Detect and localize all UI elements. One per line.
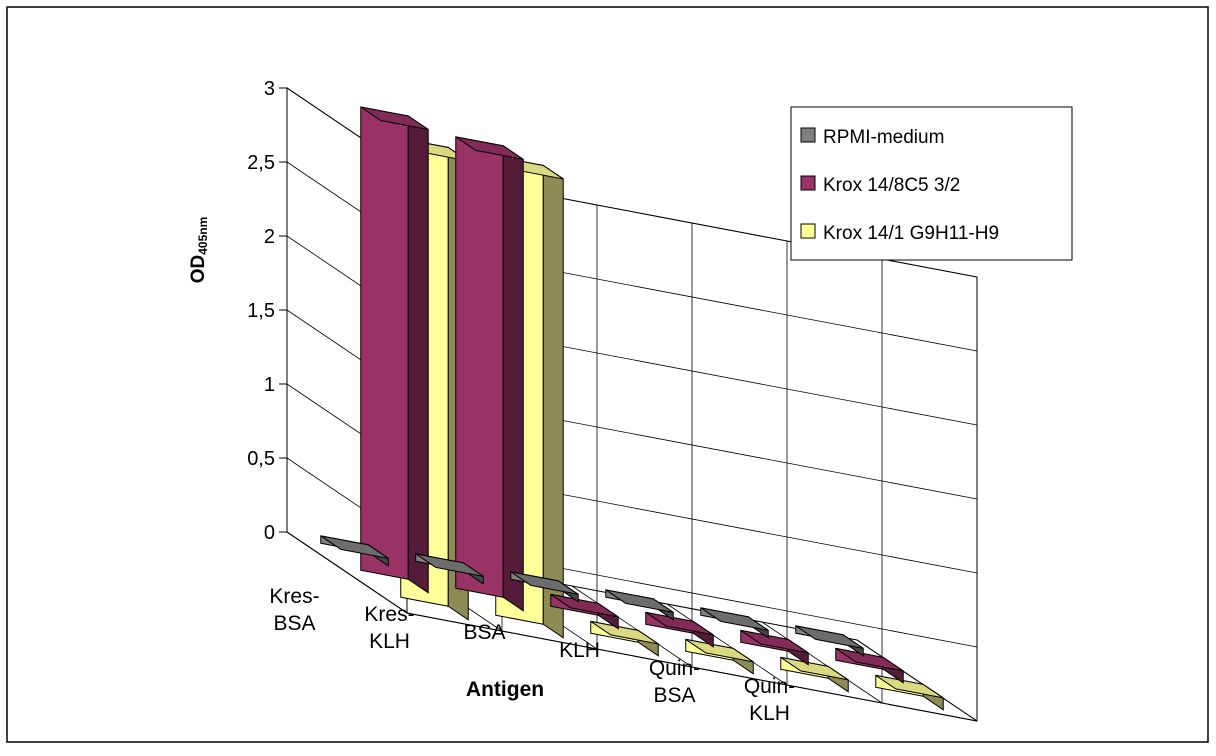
bar-rpmi-medium-2 <box>510 571 579 603</box>
bar-krox-14-8c5-3-2-1 <box>455 136 524 612</box>
bar-top-face <box>875 674 944 699</box>
gridline-floor <box>761 621 883 704</box>
x-tick-label-line: KLH <box>369 630 410 653</box>
bar-krox-14-8c5-3-2-5 <box>835 647 904 684</box>
x-tick-label: BSA <box>463 621 505 644</box>
x-tick-label-line: BSA <box>273 612 315 635</box>
bar-top-face <box>360 106 429 131</box>
y-tick-label: 0,5 <box>247 448 275 470</box>
bar-krox-14-8c5-3-2-3 <box>645 611 714 648</box>
bar-side-face <box>407 115 429 594</box>
bar-rpmi-medium-4 <box>700 607 769 639</box>
x-tick-label: Kres- KLH <box>364 603 414 653</box>
x-tick-label: Kres- BSA <box>269 585 319 635</box>
gridline-floor <box>856 639 978 722</box>
legend: RPMI-medium Krox 14/8C5 3/2 Krox 14/1 G9H1… <box>790 106 1073 261</box>
legend-swatch <box>800 127 816 143</box>
bar-top-face <box>685 638 754 663</box>
legend-label: RPMI-medium <box>823 127 944 148</box>
x-tick-label-line: KLH <box>749 702 790 725</box>
x-tick-label: KLH <box>559 639 600 662</box>
y-tick-label: 2 <box>264 226 275 248</box>
bar-top-face <box>455 136 524 160</box>
bar-rpmi-medium-1 <box>415 553 484 585</box>
bar-top-face <box>320 535 389 559</box>
x-tick-label: Quin- BSA <box>649 657 700 707</box>
gridline-floor <box>286 531 408 614</box>
y-tick-label: 3 <box>264 78 275 100</box>
bar-krox-14-8c5-3-2-4 <box>740 629 809 666</box>
bar-krox-14-8c5-3-2-0 <box>360 106 429 594</box>
bar-top-face <box>645 611 714 636</box>
bar-side-face <box>502 144 524 612</box>
x-tick-label-line: Quin- <box>744 675 795 698</box>
x-tick-label-line: BSA <box>463 621 505 644</box>
legend-label: Krox 14/8C5 3/2 <box>823 175 960 196</box>
x-tick-label-line: Kres- <box>364 603 414 626</box>
y-tick-label: 2,5 <box>247 152 275 174</box>
bar-rpmi-medium-5 <box>795 625 864 657</box>
y-axis-title-sub: 405nm <box>196 217 210 255</box>
bar-krox-14-1-g9h11-h9-2 <box>590 620 659 657</box>
legend-label: Krox 14/1 G9H11-H9 <box>823 223 999 244</box>
bar-krox-14-8c5-3-2-2 <box>550 593 619 630</box>
bar-top-face <box>550 593 619 618</box>
y-tick-label: 0 <box>264 522 275 544</box>
bar-top-face <box>415 553 484 577</box>
y-axis-title-main: OD <box>188 255 209 284</box>
y-tick-label: 1 <box>264 374 275 396</box>
legend-swatch <box>800 223 816 239</box>
bar-rpmi-medium-3 <box>605 589 674 621</box>
x-tick-label-line: KLH <box>559 639 600 662</box>
x-tick-label: Quin- KLH <box>744 675 795 725</box>
bar-top-face <box>795 625 864 649</box>
bar-rpmi-medium-0 <box>320 535 389 567</box>
bar-krox-14-1-g9h11-h9-3 <box>685 638 754 675</box>
y-tick-label: 1,5 <box>247 300 275 322</box>
gridline-floor <box>666 603 788 686</box>
bar-side-face <box>542 164 564 639</box>
bar-top-face <box>510 571 579 595</box>
y-axis-title: OD405nm <box>188 217 210 284</box>
x-tick-label-line: Quin- <box>649 657 700 680</box>
x-tick-label-line: BSA <box>653 684 695 707</box>
bar-top-face <box>780 656 849 681</box>
bar-top-face <box>700 607 769 631</box>
legend-swatch <box>800 175 816 191</box>
gridline-floor <box>571 585 693 668</box>
bar-front-face <box>360 106 409 580</box>
legend-box <box>790 106 1073 261</box>
x-axis-title: Antigen <box>466 678 544 701</box>
bar-top-face <box>835 647 904 672</box>
bar-top-face <box>605 589 674 613</box>
bar-krox-14-1-g9h11-h9-4 <box>780 656 849 693</box>
bar-krox-14-1-g9h11-h9-5 <box>875 674 944 711</box>
bar-front-face <box>455 136 504 598</box>
bar-top-face <box>590 620 659 645</box>
x-tick-label-line: Kres- <box>269 585 319 608</box>
bar-top-face <box>740 629 809 654</box>
